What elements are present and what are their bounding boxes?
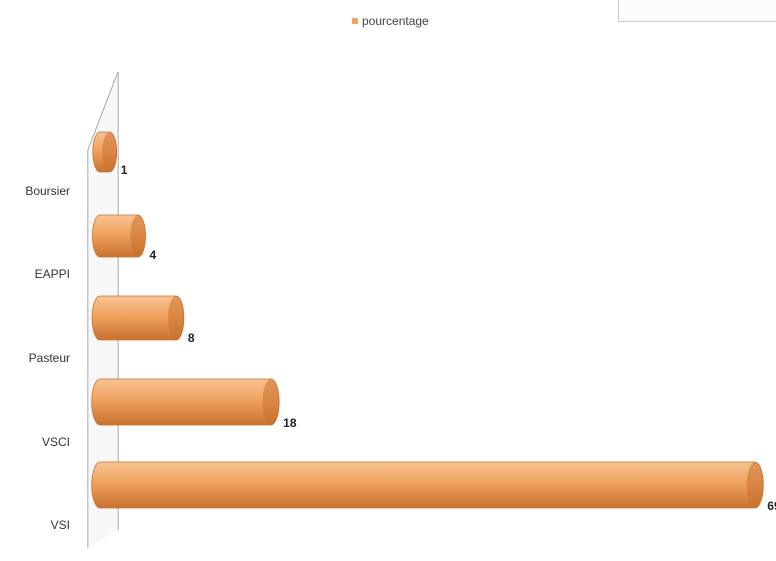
data-label: 1 [121, 163, 128, 177]
data-label: 4 [150, 248, 157, 262]
bar-cap-boursier [102, 132, 117, 172]
category-label: Boursier [25, 184, 70, 198]
data-label: 69 [767, 499, 776, 513]
legend-swatch [352, 18, 358, 24]
top-frame [618, 0, 776, 22]
legend-label: pourcentage [362, 14, 429, 28]
data-label: 8 [188, 331, 195, 345]
bar-cap-eappi [130, 215, 146, 257]
bar-cap-vsci [262, 379, 280, 425]
category-label: VSI [51, 518, 70, 532]
bar-cap-vsi [746, 462, 764, 508]
data-label: 18 [283, 416, 297, 430]
category-label: EAPPI [35, 267, 70, 281]
bar-vsi [91, 461, 764, 509]
category-label: Pasteur [29, 351, 70, 365]
bar-vsci [91, 378, 280, 426]
category-label: VSCI [42, 435, 70, 449]
legend: pourcentage [352, 14, 429, 28]
bar-cap-pasteur [168, 296, 184, 340]
